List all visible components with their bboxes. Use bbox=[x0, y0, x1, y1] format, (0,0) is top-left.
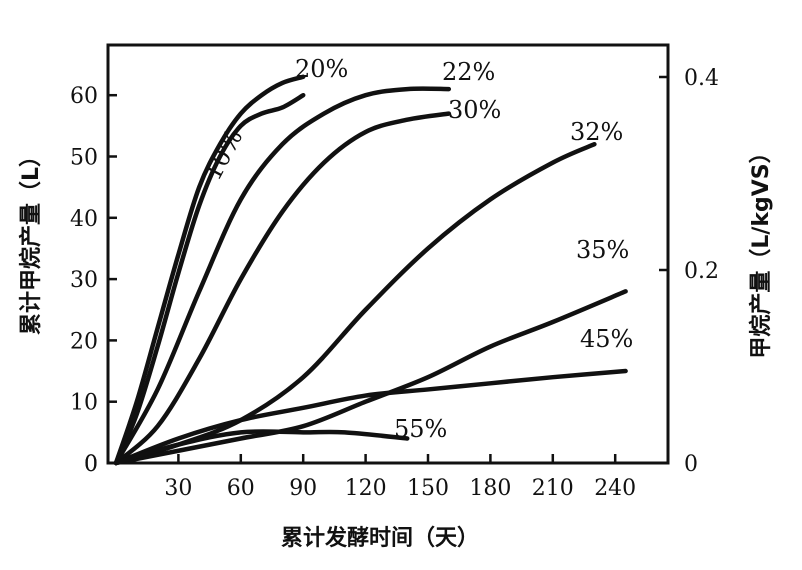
y-tick-label: 50 bbox=[70, 146, 98, 171]
series-line-5 bbox=[113, 289, 628, 466]
x-tick-label: 240 bbox=[594, 476, 636, 501]
series-lines bbox=[113, 74, 628, 466]
series-label-7: 55% bbox=[394, 415, 447, 443]
y2-tick-label: 0 bbox=[684, 452, 698, 477]
series-label-6: 45% bbox=[580, 325, 633, 353]
x-tick-label: 30 bbox=[164, 476, 192, 501]
x-tick-label: 150 bbox=[407, 476, 449, 501]
y2-axis: 0 0.2 0.4 bbox=[659, 66, 719, 477]
series-label-5: 35% bbox=[576, 236, 629, 264]
y2-tick-label: 0.2 bbox=[684, 259, 719, 284]
series-line-1 bbox=[113, 92, 306, 466]
series-line-3 bbox=[113, 111, 452, 466]
x-axis-title: 累计发酵时间（天） bbox=[281, 525, 479, 551]
series-line-2 bbox=[113, 86, 452, 466]
y-tick-label: 10 bbox=[70, 391, 98, 416]
y2-tick-label: 0.4 bbox=[684, 66, 719, 91]
series-line-7 bbox=[113, 429, 410, 466]
series-label-4: 32% bbox=[570, 118, 623, 146]
series-label-3: 30% bbox=[448, 96, 501, 124]
x-tick-label: 60 bbox=[227, 476, 255, 501]
y-tick-label: 60 bbox=[70, 84, 98, 109]
x-tick-label: 90 bbox=[289, 476, 317, 501]
series-line-0 bbox=[113, 74, 306, 466]
y-tick-label: 0 bbox=[84, 452, 98, 477]
y-axis: 0 10 20 30 40 50 60 bbox=[70, 84, 117, 477]
series-label-2: 22% bbox=[442, 58, 495, 86]
y-tick-label: 40 bbox=[70, 207, 98, 232]
series-line-6 bbox=[113, 368, 628, 466]
x-tick-label: 210 bbox=[532, 476, 574, 501]
series-line-4 bbox=[113, 141, 597, 466]
y2-axis-title: 甲烷产量（L/kgVS） bbox=[748, 141, 774, 358]
y-axis-title: 累计甲烷产量（L） bbox=[18, 145, 44, 335]
y-tick-label: 20 bbox=[70, 329, 98, 354]
series-label-1: 10% bbox=[199, 125, 249, 185]
x-tick-label: 180 bbox=[469, 476, 511, 501]
origin-label: 0 bbox=[84, 452, 98, 477]
y-tick-label: 30 bbox=[70, 268, 98, 293]
x-tick-label: 120 bbox=[345, 476, 387, 501]
plot-frame bbox=[106, 43, 670, 465]
plot-border bbox=[106, 43, 670, 465]
series-label-0: 20% bbox=[295, 55, 348, 83]
x-axis: 30 60 90 120 150 180 210 240 0 bbox=[84, 452, 636, 501]
